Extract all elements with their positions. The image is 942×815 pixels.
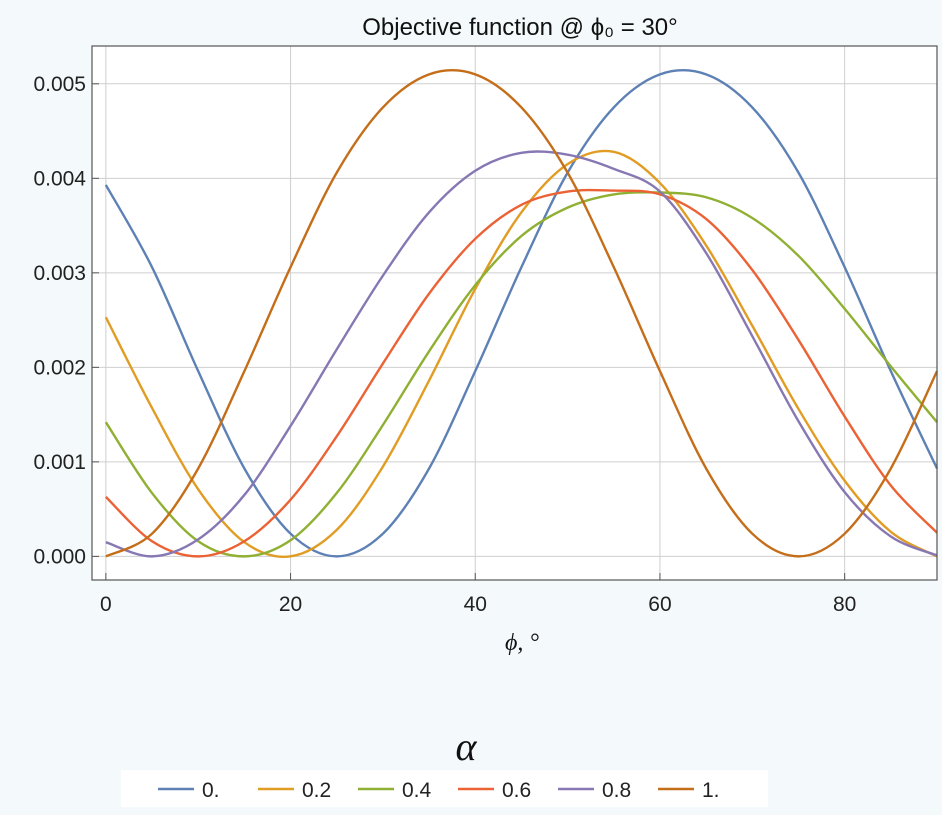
plot-frame	[91, 45, 938, 581]
y-tick-label: 0.003	[33, 262, 86, 285]
plot-background	[92, 46, 937, 580]
chart-title: Objective function @ ϕ₀ = 30°	[362, 14, 678, 41]
x-tick-label: 40	[464, 593, 487, 616]
y-tick-label: 0.000	[33, 545, 86, 568]
series-line-3	[105, 188, 938, 558]
legend-label-3: 0.6	[502, 779, 531, 802]
series-line-1	[104, 149, 938, 559]
series-line-5	[105, 69, 939, 558]
series-line-0	[104, 69, 939, 558]
x-tick-label: 0	[100, 593, 112, 616]
y-tick-label: 0.005	[33, 73, 86, 96]
legend-label-2: 0.4	[402, 779, 432, 802]
x-tick-label: 80	[833, 593, 856, 616]
y-tick-label: 0.004	[33, 167, 86, 190]
legend: 0. 0.2 0.4 0.6 0.8 1.	[158, 779, 720, 802]
legend-title: α	[456, 724, 478, 769]
legend-label-5: 1.	[702, 779, 720, 802]
legend-label-1: 0.2	[302, 779, 331, 802]
grid-lines	[92, 46, 937, 580]
axis-ticks: 0 20 40 60 80 0.000 0.001 0.002 0.003 0.004 0.005	[33, 73, 856, 616]
x-tick-label: 60	[648, 593, 671, 616]
series-lines	[104, 69, 939, 559]
legend-label-0: 0.	[202, 779, 220, 802]
series-line-4	[105, 150, 938, 558]
x-axis-label: ϕ, °	[505, 630, 539, 656]
y-tick-label: 0.001	[33, 451, 86, 474]
y-tick-label: 0.002	[33, 356, 86, 379]
x-tick-label: 20	[279, 593, 302, 616]
series-line-2	[104, 191, 938, 558]
plot-area: 0 20 40 60 80 0.000 0.001 0.002 0.003 0.004 0.005	[33, 45, 939, 616]
legend-label-4: 0.8	[602, 779, 631, 802]
